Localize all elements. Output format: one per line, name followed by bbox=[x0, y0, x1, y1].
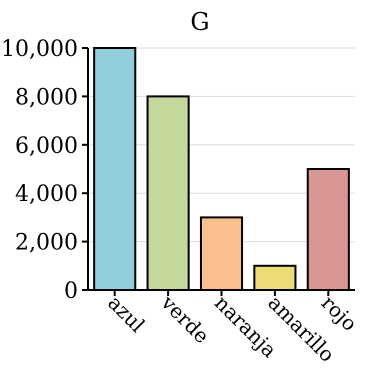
bars bbox=[93, 47, 350, 292]
x-tick-label: verde bbox=[156, 290, 214, 348]
bar-azul bbox=[93, 47, 137, 291]
y-tick-label: 10,000 bbox=[1, 37, 78, 62]
y-tick-label: 6,000 bbox=[15, 134, 78, 159]
bar-amarillo bbox=[253, 264, 297, 291]
x-tick-label: azul bbox=[103, 291, 149, 337]
bar-verde bbox=[146, 95, 190, 292]
bar-rojo bbox=[306, 168, 350, 291]
bar-naranja bbox=[199, 216, 244, 291]
y-tick-label: 8,000 bbox=[15, 85, 78, 110]
y-tick-label: 4,000 bbox=[15, 182, 78, 207]
y-tick-label: 0 bbox=[64, 279, 78, 304]
chart-title: G bbox=[190, 8, 209, 36]
y-tick-label: 2,000 bbox=[15, 231, 78, 256]
y-axis-ticks: 0 2,000 4,000 6,000 8,000 10,000 bbox=[1, 37, 88, 304]
x-tick-label: rojo bbox=[317, 291, 362, 336]
